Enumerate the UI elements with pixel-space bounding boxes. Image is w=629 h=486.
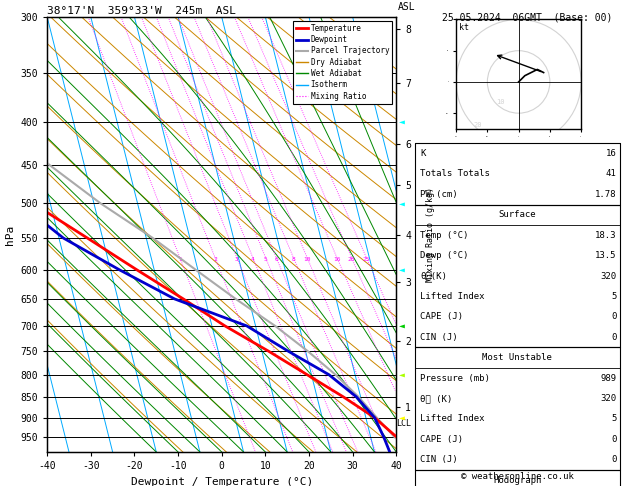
Text: CAPE (J): CAPE (J) xyxy=(420,435,463,444)
Text: 20: 20 xyxy=(348,258,355,262)
Text: 0: 0 xyxy=(611,435,616,444)
Text: 38°17'N  359°33'W  245m  ASL: 38°17'N 359°33'W 245m ASL xyxy=(47,6,236,16)
Text: 18.3: 18.3 xyxy=(595,231,616,240)
Text: CIN (J): CIN (J) xyxy=(420,333,458,342)
Text: 2: 2 xyxy=(213,258,217,262)
Text: 0: 0 xyxy=(611,312,616,321)
Text: 8: 8 xyxy=(291,258,295,262)
Text: Hodograph: Hodograph xyxy=(493,476,542,485)
Text: km
ASL: km ASL xyxy=(398,0,415,12)
Text: Mixing Ratio (g/kg): Mixing Ratio (g/kg) xyxy=(426,187,435,282)
Text: Temp (°C): Temp (°C) xyxy=(420,231,469,240)
Text: LCL: LCL xyxy=(396,419,411,428)
Text: 25: 25 xyxy=(362,258,370,262)
Text: ◄: ◄ xyxy=(399,117,405,127)
Text: 0: 0 xyxy=(611,455,616,464)
Text: CAPE (J): CAPE (J) xyxy=(420,312,463,321)
Text: 0: 0 xyxy=(611,333,616,342)
X-axis label: Dewpoint / Temperature (°C): Dewpoint / Temperature (°C) xyxy=(131,477,313,486)
Text: 10: 10 xyxy=(496,100,504,105)
Text: 25.05.2024  06GMT  (Base: 00): 25.05.2024 06GMT (Base: 00) xyxy=(442,12,612,22)
Text: kt: kt xyxy=(459,23,469,32)
Text: 16: 16 xyxy=(333,258,340,262)
Text: ◄: ◄ xyxy=(399,198,405,208)
Text: 5: 5 xyxy=(264,258,267,262)
Text: © weatheronline.co.uk: © weatheronline.co.uk xyxy=(461,472,574,481)
Text: Lifted Index: Lifted Index xyxy=(420,415,485,423)
Text: θᴇ(K): θᴇ(K) xyxy=(420,272,447,280)
Text: 41: 41 xyxy=(606,170,616,178)
Text: 20: 20 xyxy=(474,122,482,128)
Text: 3: 3 xyxy=(235,258,238,262)
Text: 10: 10 xyxy=(303,258,311,262)
Text: ◄: ◄ xyxy=(399,413,405,423)
Text: 5: 5 xyxy=(611,415,616,423)
Text: 6: 6 xyxy=(274,258,278,262)
Text: 4: 4 xyxy=(251,258,255,262)
Text: 989: 989 xyxy=(600,374,616,382)
Text: K: K xyxy=(420,149,426,158)
Text: 1: 1 xyxy=(178,258,182,262)
Text: ◄: ◄ xyxy=(399,370,405,380)
Text: Totals Totals: Totals Totals xyxy=(420,170,490,178)
Legend: Temperature, Dewpoint, Parcel Trajectory, Dry Adiabat, Wet Adiabat, Isotherm, Mi: Temperature, Dewpoint, Parcel Trajectory… xyxy=(293,21,392,104)
Text: CIN (J): CIN (J) xyxy=(420,455,458,464)
Text: 5: 5 xyxy=(611,292,616,301)
Y-axis label: hPa: hPa xyxy=(5,225,15,244)
Text: PW (cm): PW (cm) xyxy=(420,190,458,199)
Text: 320: 320 xyxy=(600,272,616,280)
Text: Dewp (°C): Dewp (°C) xyxy=(420,251,469,260)
Text: Surface: Surface xyxy=(499,210,536,219)
Text: 1.78: 1.78 xyxy=(595,190,616,199)
Text: Pressure (mb): Pressure (mb) xyxy=(420,374,490,382)
Text: 320: 320 xyxy=(600,394,616,403)
Text: ◄: ◄ xyxy=(399,321,405,331)
Text: Lifted Index: Lifted Index xyxy=(420,292,485,301)
Text: 13.5: 13.5 xyxy=(595,251,616,260)
Text: Most Unstable: Most Unstable xyxy=(482,353,552,362)
Text: 16: 16 xyxy=(606,149,616,158)
Text: θᴇ (K): θᴇ (K) xyxy=(420,394,452,403)
Text: ◄: ◄ xyxy=(399,265,405,275)
